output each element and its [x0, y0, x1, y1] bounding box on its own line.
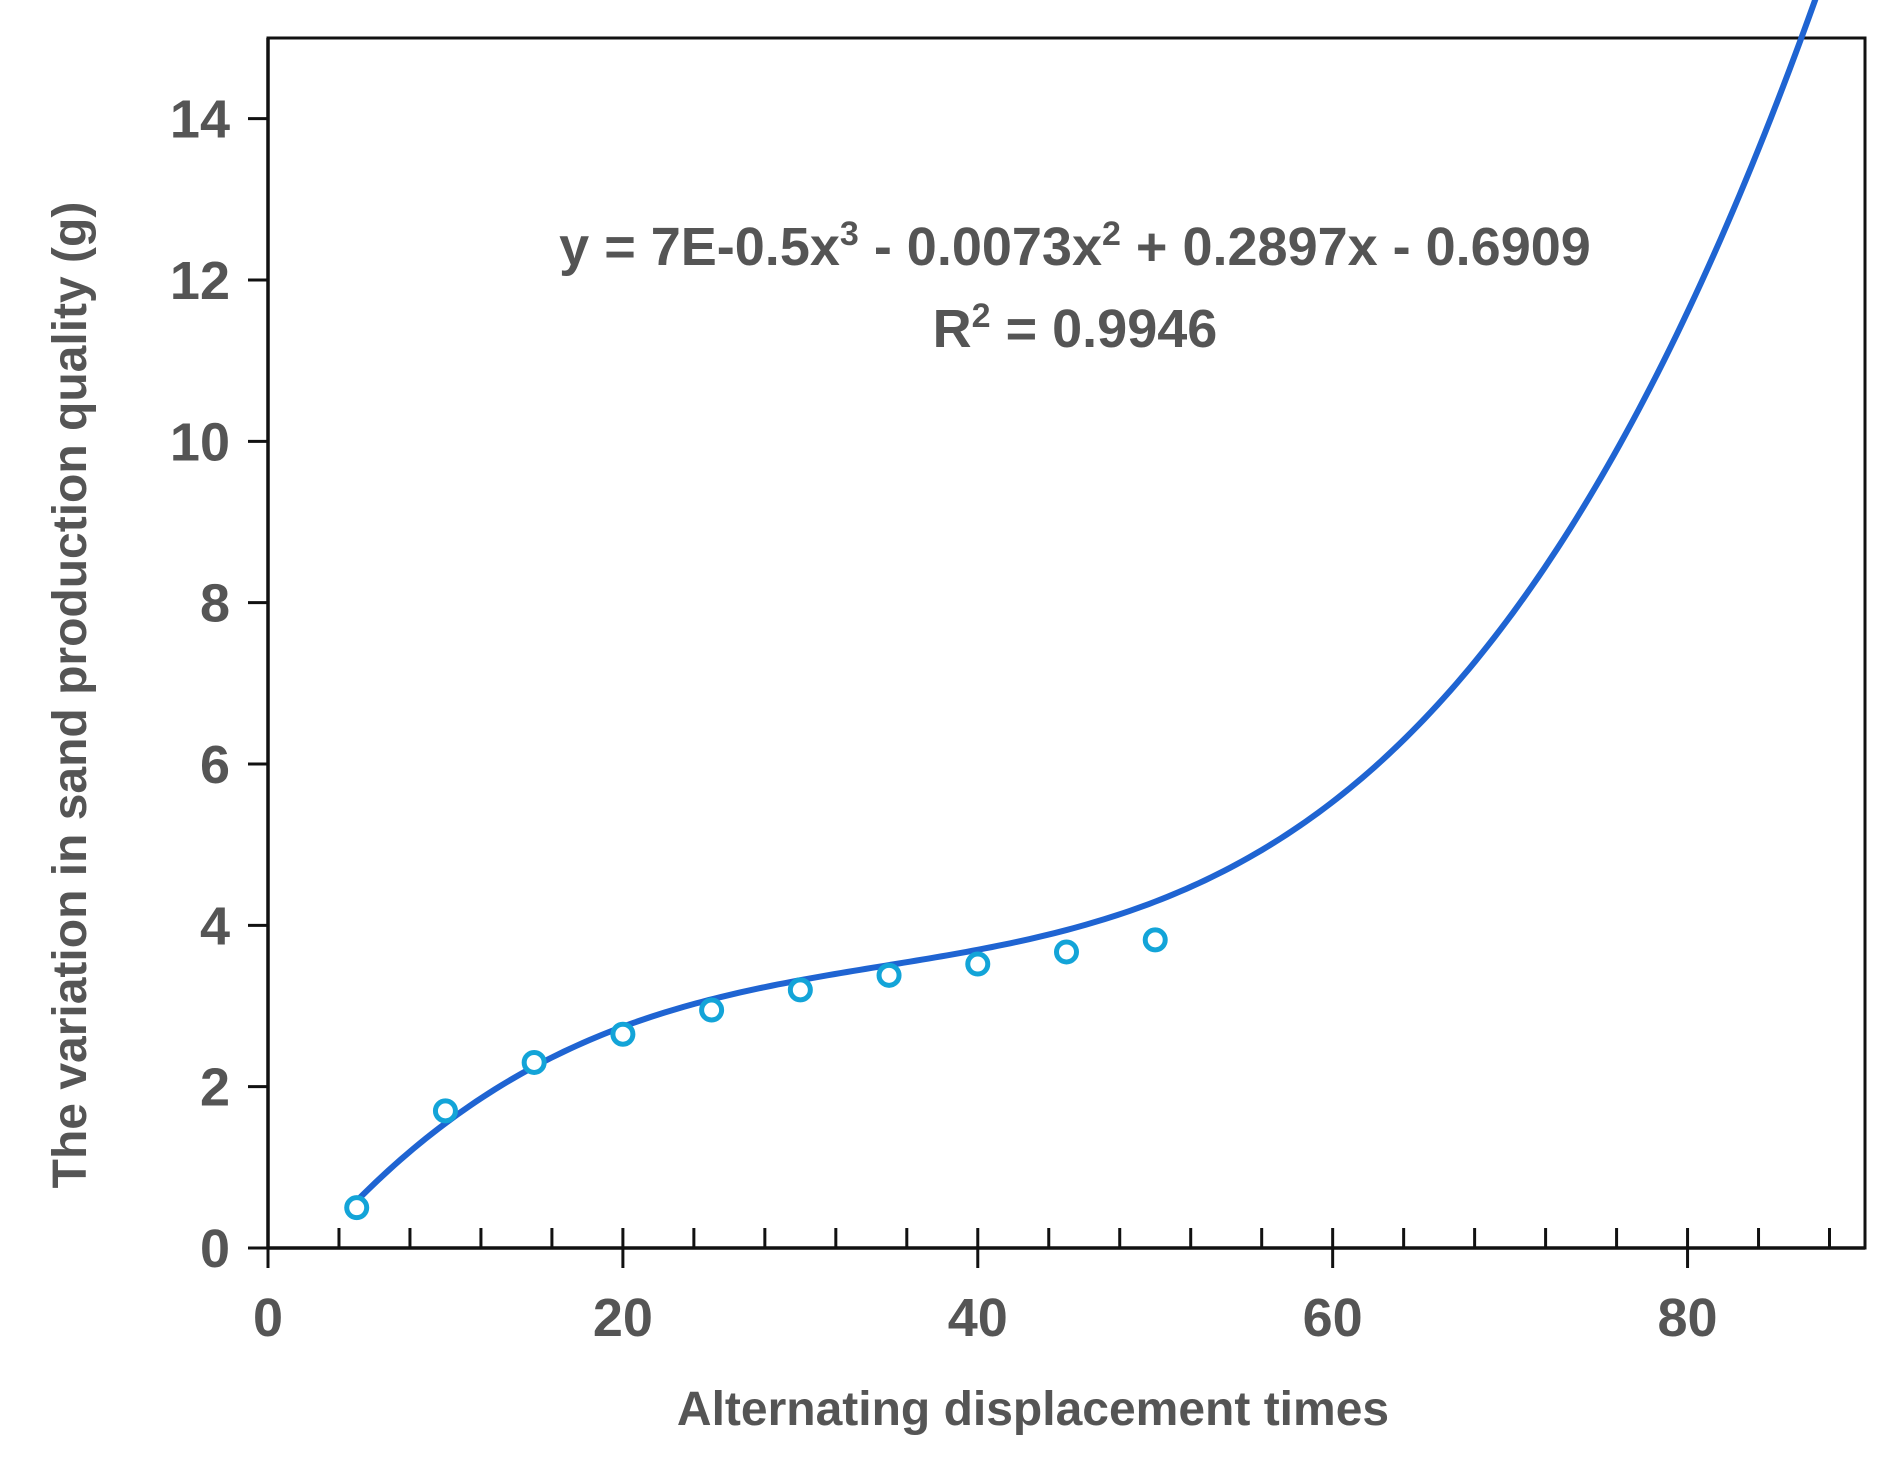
equation-part: + 0.2897x - 0.6909 [1121, 217, 1591, 277]
ticks: 0 20 40 60 80 0 2 4 6 8 10 12 14 [170, 90, 1832, 1348]
y-tick-label: 0 [200, 1219, 230, 1279]
y-tick-label: 6 [200, 735, 230, 795]
r2-superscript: 2 [972, 297, 991, 335]
r-squared-label: R2 = 0.9946 [933, 297, 1218, 359]
axes [266, 36, 1867, 1250]
data-point [344, 1195, 370, 1221]
equation-superscript: 2 [1102, 215, 1121, 253]
data-points [344, 927, 1168, 1221]
y-tick-label: 10 [170, 412, 230, 472]
r2-part: R [933, 299, 972, 359]
equation-part: y = 7E-0.5x [559, 217, 840, 277]
data-point [699, 997, 725, 1023]
trendline [353, 0, 1819, 1204]
data-point [965, 951, 991, 977]
x-tick-label: 0 [253, 1288, 283, 1348]
x-axis-title: Alternating displacement times [677, 1383, 1389, 1436]
x-tick-label: 60 [1303, 1288, 1363, 1348]
x-tick-label: 20 [593, 1288, 653, 1348]
x-tick-label: 80 [1658, 1288, 1718, 1348]
equation-part: - 0.0073x [859, 217, 1102, 277]
data-point [787, 977, 813, 1003]
data-point [432, 1098, 458, 1124]
y-tick-label: 8 [200, 574, 230, 634]
data-point [876, 962, 902, 988]
trendline-equation: y = 7E-0.5x3 - 0.0073x2 + 0.2897x - 0.69… [559, 215, 1591, 277]
trendline-group [353, 0, 1819, 1204]
x-tick-label: 40 [948, 1288, 1008, 1348]
y-tick-label: 2 [200, 1058, 230, 1118]
y-tick-label: 4 [200, 896, 230, 956]
equation-superscript: 3 [840, 215, 859, 253]
y-axis-title: The variation in sand production quality… [44, 202, 97, 1189]
data-point [1054, 939, 1079, 965]
data-point [610, 1021, 636, 1047]
r2-part: = 0.9946 [991, 299, 1218, 359]
y-tick-label: 14 [170, 90, 230, 150]
data-point [521, 1049, 547, 1075]
y-tick-label: 12 [170, 251, 230, 311]
data-point [1142, 927, 1168, 953]
